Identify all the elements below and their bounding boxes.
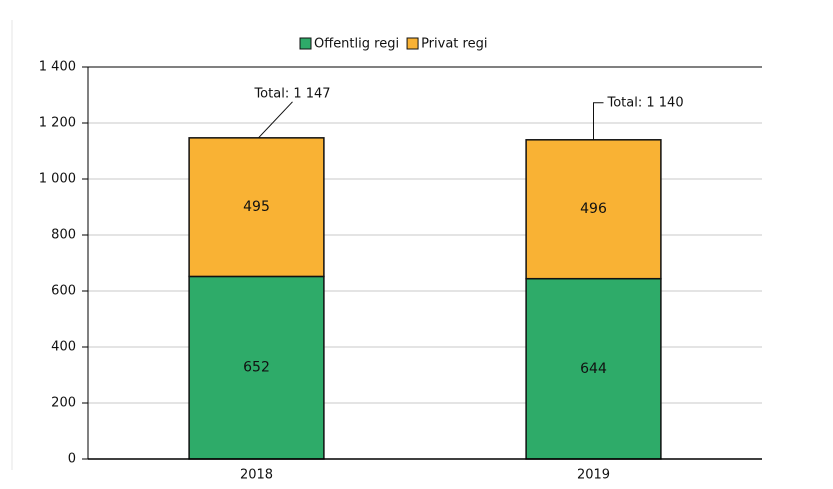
y-tick-label: 400	[51, 340, 76, 355]
bar-segment	[525, 139, 662, 280]
annotation: Total: 1 140	[607, 95, 684, 110]
legend-label: Privat regi	[421, 37, 487, 52]
x-tick-label: 2019	[577, 468, 610, 483]
data-label: 495	[243, 199, 270, 215]
y-tick-label: 600	[51, 284, 76, 299]
data-label: 644	[580, 361, 607, 377]
leader-line	[258, 101, 293, 139]
leader-line	[593, 102, 604, 140]
legend-label: Offentlig regi	[314, 37, 399, 52]
y-tick-label: 1 200	[39, 116, 76, 131]
y-tick-label: 1 400	[39, 60, 76, 75]
legend-swatch	[299, 37, 312, 50]
annotation: Total: 1 147	[253, 86, 330, 101]
y-tick-label: 800	[51, 228, 76, 243]
data-label: 652	[243, 360, 270, 376]
bar-segment	[188, 137, 325, 278]
y-tick-label: 0	[68, 452, 76, 467]
data-label: 496	[580, 201, 607, 217]
y-tick-label: 1 000	[39, 172, 76, 187]
y-tick-label: 200	[51, 396, 76, 411]
legend-swatch	[406, 37, 419, 50]
x-tick-label: 2018	[240, 468, 273, 483]
